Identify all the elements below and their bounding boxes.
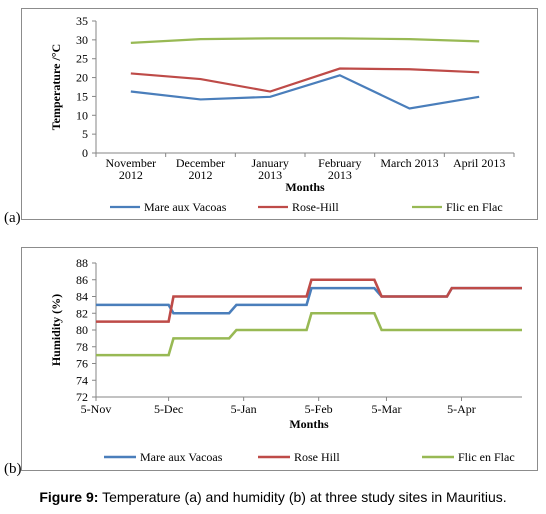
x-tick-label: 5-Dec [154,402,183,416]
x-tick-label: April 2013 [453,156,505,170]
caption-text: Temperature (a) and humidity (b) at thre… [98,489,507,505]
panel-label-b: (b) [4,461,22,477]
caption-label: Figure 9: [39,489,99,505]
legend-label-mare-aux-vacoas: Mare aux Vacoas [140,450,223,464]
y-axis-title: Humidity (%) [49,294,63,366]
series-line-rose-hill [96,278,522,323]
y-tick-label: 86 [76,273,88,287]
series-line-flic-en-flac [130,37,480,44]
y-tick-label: 0 [82,146,88,160]
x-tick-label: 2013 [258,168,282,182]
y-tick-label: 74 [76,373,88,387]
y-tick-label: 15 [76,89,88,103]
x-tick-label: 5-Jan [231,402,257,416]
x-tick-label: November [106,156,157,170]
x-tick-label: 5-Apr [447,402,476,416]
x-tick-label: March 2013 [380,156,438,170]
x-tick-label: 2013 [328,168,352,182]
y-tick-label: 76 [76,357,88,371]
legend-label-rose-hill: Rose-Hill [292,200,339,214]
y-tick-label: 88 [76,256,88,270]
y-tick-label: 82 [76,306,88,320]
y-tick-label: 35 [76,14,88,28]
y-tick-label: 72 [76,390,88,404]
x-tick-label: 5-Feb [305,402,333,416]
legend-label-flic-en-flac: Flic en Flac [446,200,503,214]
x-tick-label: 2012 [189,168,213,182]
series-line-mare-aux-vacoas [130,74,480,110]
series-line-rose-hill [130,67,480,93]
humidity-chart: 72 74 76 78 80 82 84 86 88 5-Nov 5-Dec 5-Jan 5-Feb 5-… [49,256,522,464]
x-axis-title: Months [285,180,325,194]
y-tick-label: 25 [76,52,88,66]
y-axis-title: Temperature /°C [49,44,63,130]
temperature-chart-panel: 0 5 10 15 20 25 30 35 November 2012 December 2012 Ja… [21,8,538,220]
y-tick-label: 10 [76,108,88,122]
y-tick-label: 78 [76,340,88,354]
y-tick-label: 80 [76,323,88,337]
y-tick-label: 5 [82,127,88,141]
panel-label-a: (a) [4,210,21,226]
x-tick-label: December [176,156,225,170]
humidity-chart-panel: 72 74 76 78 80 82 84 86 88 5-Nov 5-Dec 5-Jan 5-Feb 5-… [21,247,538,471]
x-tick-label: 5-Mar [371,402,401,416]
x-tick-label: 2012 [119,168,143,182]
x-tick-label: February [318,156,361,170]
legend-label-mare-aux-vacoas: Mare aux Vacoas [144,200,227,214]
y-tick-label: 30 [76,33,88,47]
x-axis-title: Months [289,417,329,431]
x-tick-label: January [252,156,289,170]
y-tick-label: 84 [76,290,88,304]
figure-caption: Figure 9: Temperature (a) and humidity (… [0,489,546,505]
y-tick-label: 20 [76,71,88,85]
temperature-chart: 05101520253035November2012December2012Ja… [49,14,515,214]
x-tick-label: 5-Nov [81,402,112,416]
legend-label-rose-hill: Rose Hill [294,450,340,464]
legend-label-flic-en-flac: Flic en Flac [458,450,515,464]
series-line-flic-en-flac [96,311,522,357]
